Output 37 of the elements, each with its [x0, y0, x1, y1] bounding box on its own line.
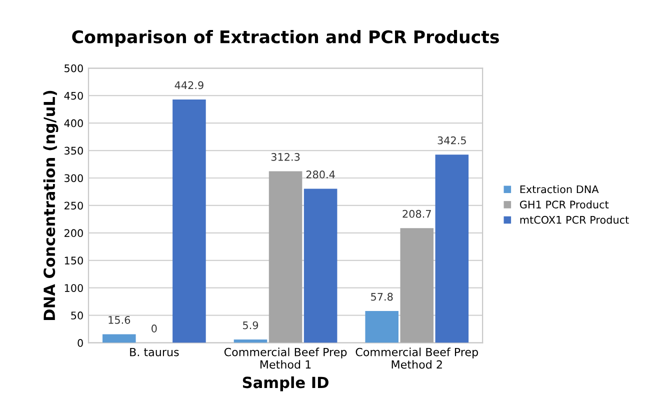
- legend-label: Extraction DNA: [520, 185, 599, 194]
- y-tick-label: 0: [78, 339, 83, 347]
- legend-label: mtCOX1 PCR Product: [520, 216, 629, 224]
- bar: [304, 188, 338, 343]
- x-tick-label: Commercial Beef Prep Method 2: [356, 348, 478, 369]
- x-tick-label: B. taurus: [130, 348, 179, 356]
- y-tick-label: 350: [64, 146, 83, 155]
- y-axis-title: DNA Concentration (ng/uL): [43, 90, 58, 320]
- data-label: 57.8: [371, 292, 393, 301]
- y-tick-label: 400: [64, 119, 83, 128]
- data-label: 208.7: [402, 210, 431, 218]
- legend-label: GH1 PCR Product: [520, 200, 609, 208]
- data-label: 0: [152, 324, 157, 332]
- y-tick-label: 450: [64, 92, 83, 100]
- y-tick-label: 200: [64, 229, 83, 238]
- y-tick-label: 500: [64, 64, 83, 72]
- data-label: 5.9: [243, 321, 258, 330]
- data-label: 312.3: [271, 153, 300, 161]
- bar: [234, 340, 268, 343]
- bar: [400, 228, 434, 343]
- bar: [102, 334, 136, 343]
- data-label: 15.6: [108, 316, 130, 324]
- y-tick-label: 300: [64, 174, 83, 182]
- data-label: 342.5: [438, 136, 466, 144]
- data-label: 442.9: [174, 81, 204, 90]
- bar: [435, 154, 469, 343]
- bar: [365, 311, 398, 343]
- data-label: 280.4: [306, 170, 335, 178]
- chart-title: Comparison of Extraction and PCR Products: [72, 30, 499, 47]
- x-axis-title: Sample ID: [242, 376, 328, 392]
- y-tick-label: 100: [64, 284, 83, 292]
- y-tick-label: 50: [71, 312, 83, 320]
- y-tick-label: 150: [64, 256, 83, 264]
- x-tick-label: Commercial Beef Prep Method 1: [224, 348, 347, 369]
- bar: [268, 171, 302, 343]
- bar: [172, 100, 206, 343]
- y-tick-label: 250: [64, 202, 83, 210]
